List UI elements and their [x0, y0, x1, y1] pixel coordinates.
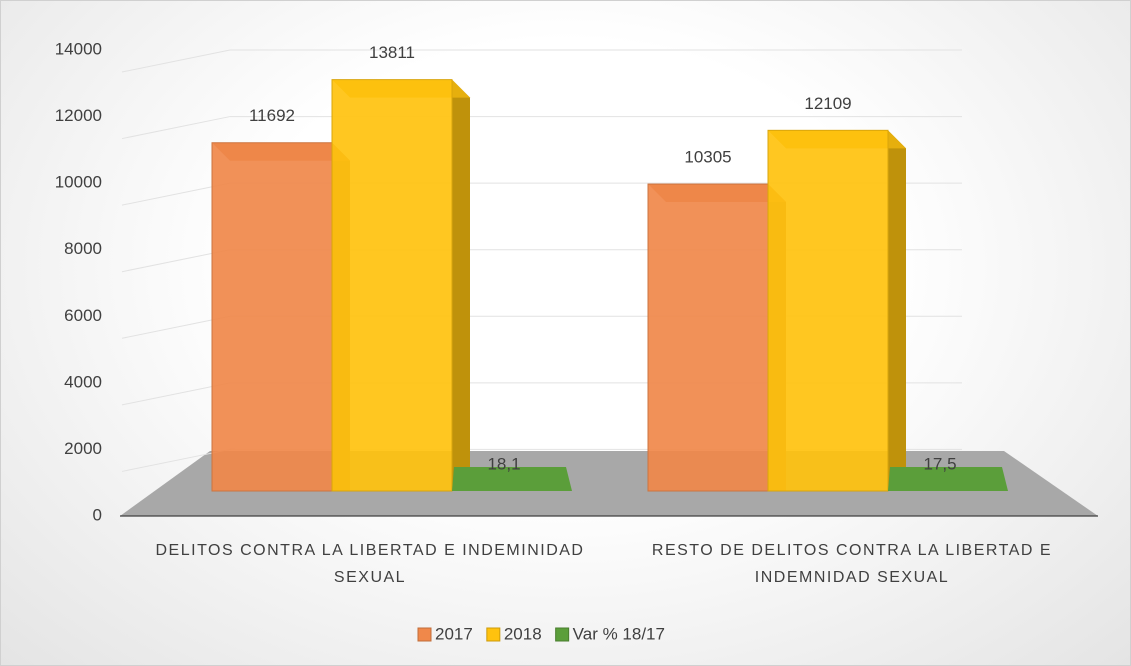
bar-floor	[888, 467, 1008, 491]
x-tick-label: DELITOS CONTRA LA LIBERTAD E INDEMINIDAD…	[155, 542, 585, 586]
y-tick-label: 8000	[64, 239, 102, 258]
data-label: 11692	[249, 106, 295, 125]
y-tick-label: 6000	[64, 306, 102, 325]
bar	[211, 142, 333, 492]
y-tick-label: 2000	[64, 439, 102, 458]
legend-label: Var % 18/17	[573, 624, 665, 643]
y-tick-label: 10000	[55, 173, 102, 192]
data-label: 13811	[369, 43, 415, 62]
legend-swatch	[555, 627, 570, 642]
legend-label: 2017	[435, 624, 473, 643]
data-label: 18,1	[487, 454, 520, 473]
legend-swatch	[417, 627, 432, 642]
grid-line	[121, 49, 231, 73]
bar	[331, 79, 453, 492]
bar-side	[888, 130, 906, 492]
data-label: 10305	[684, 148, 731, 167]
y-tick-label: 12000	[55, 106, 102, 125]
bar-side	[452, 79, 470, 491]
y-tick-label: 14000	[55, 39, 102, 58]
x-tick-label: RESTO DE DELITOS CONTRA LA LIBERTAD E IN…	[651, 542, 1053, 586]
bar-floor	[452, 467, 572, 491]
legend-swatch	[486, 627, 501, 642]
bar	[647, 183, 769, 492]
data-label: 17,5	[923, 454, 956, 473]
y-tick-label: 0	[93, 505, 102, 524]
bar	[767, 129, 889, 492]
grid-line	[121, 116, 231, 140]
legend-label: 2018	[504, 624, 542, 643]
y-tick-label: 4000	[64, 372, 102, 391]
data-label: 12109	[804, 94, 851, 113]
